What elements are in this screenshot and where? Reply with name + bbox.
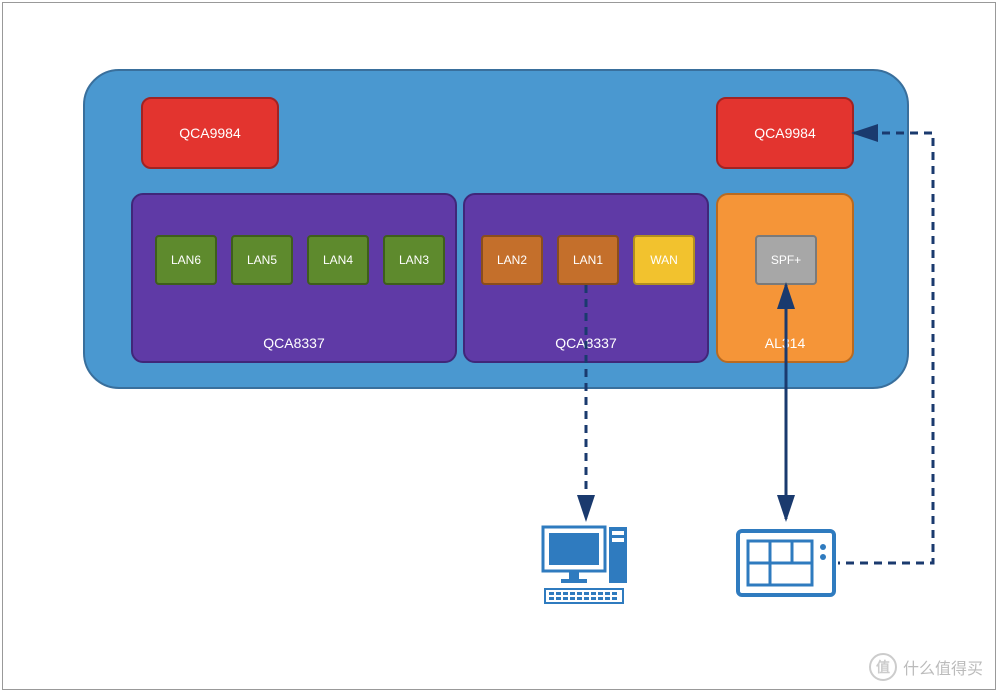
port-wan: WAN xyxy=(633,235,695,285)
node-label-switch-left: QCA8337 xyxy=(133,335,455,351)
node-qca9984-right: QCA9984 xyxy=(716,97,854,169)
node-label-al314: AL314 xyxy=(718,335,852,351)
port-lan2: LAN2 xyxy=(481,235,543,285)
computer-icon xyxy=(543,527,627,603)
node-label-switch-right: QCA8337 xyxy=(465,335,707,351)
node-qca9984-left: QCA9984 xyxy=(141,97,279,169)
port-lan1: LAN1 xyxy=(557,235,619,285)
watermark: 值 什么值得买 xyxy=(869,653,983,681)
port-lan5: LAN5 xyxy=(231,235,293,285)
port-spf: SPF+ xyxy=(755,235,817,285)
watermark-text: 什么值得买 xyxy=(903,655,983,679)
port-lan6: LAN6 xyxy=(155,235,217,285)
diagram-canvas: QCA9984 QCA9984 QCA8337 QCA8337 AL314 LAN6 LA… xyxy=(2,2,996,690)
watermark-badge: 值 xyxy=(869,653,897,681)
port-lan4: LAN4 xyxy=(307,235,369,285)
port-lan3: LAN3 xyxy=(383,235,445,285)
nas-icon xyxy=(738,531,834,595)
